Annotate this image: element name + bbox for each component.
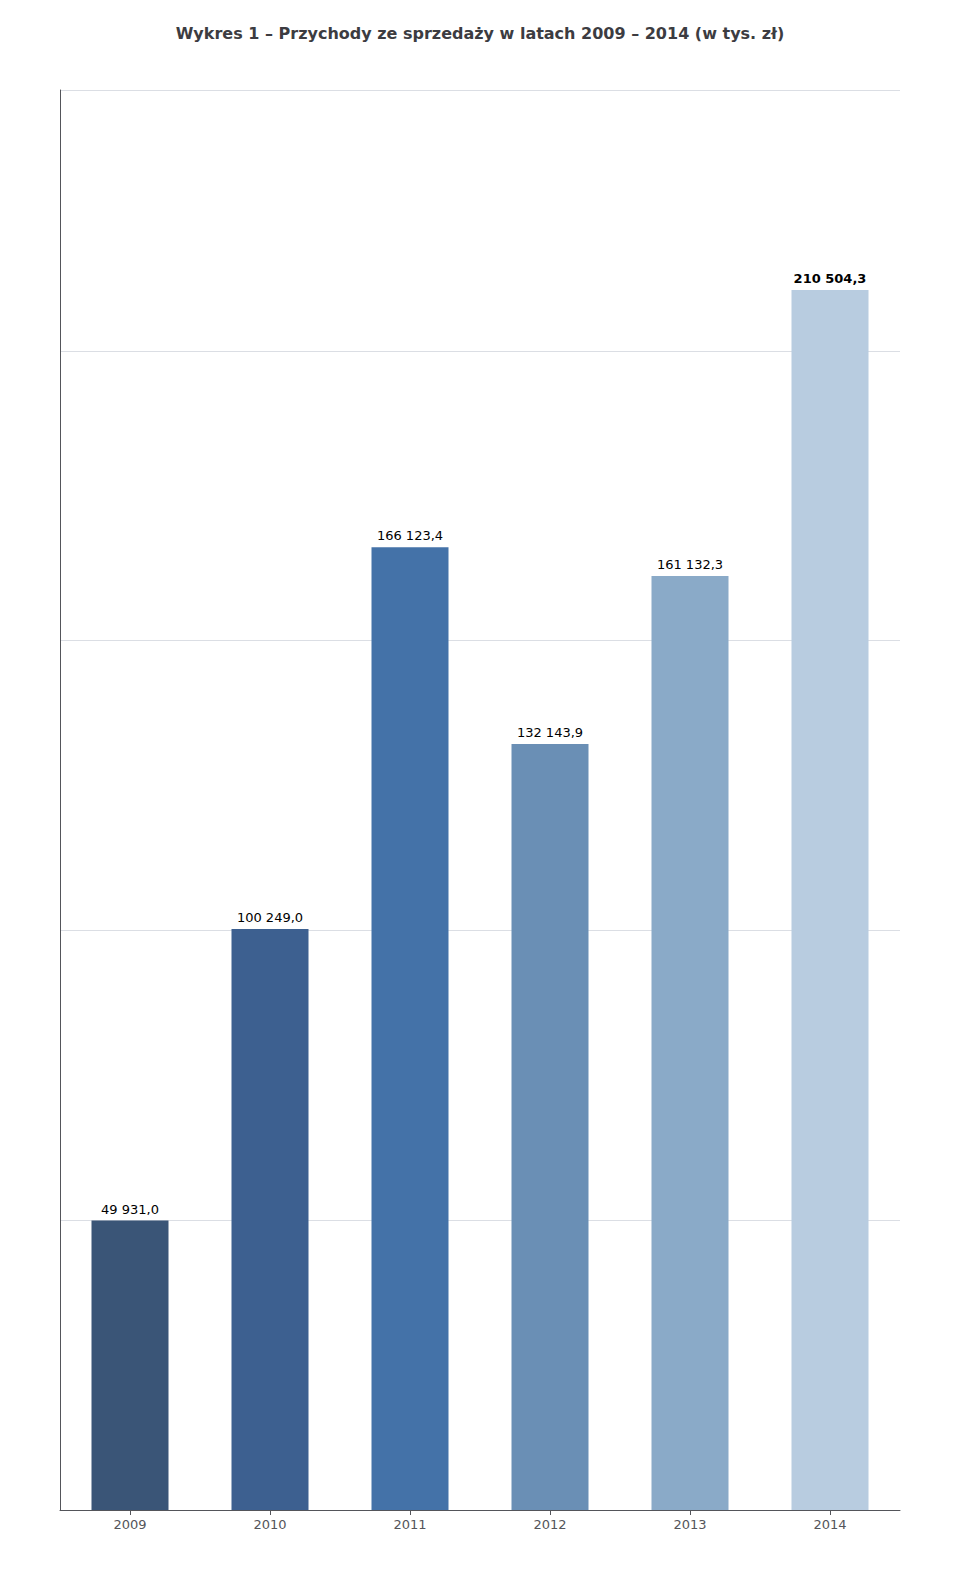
svg-text:161 132,3: 161 132,3 — [657, 557, 723, 572]
svg-text:2014: 2014 — [813, 1517, 846, 1532]
svg-text:2009: 2009 — [113, 1517, 146, 1532]
svg-text:100 249,0: 100 249,0 — [237, 910, 303, 925]
svg-text:166 123,4: 166 123,4 — [377, 528, 443, 543]
svg-text:Wykres 1 – Przychody ze sprzed: Wykres 1 – Przychody ze sprzedaży w lata… — [176, 24, 785, 43]
svg-text:2013: 2013 — [673, 1517, 706, 1532]
svg-text:2011: 2011 — [393, 1517, 426, 1532]
svg-text:2012: 2012 — [533, 1517, 566, 1532]
svg-text:210 504,3: 210 504,3 — [794, 271, 867, 286]
svg-text:132 143,9: 132 143,9 — [517, 725, 583, 740]
svg-text:2010: 2010 — [253, 1517, 286, 1532]
svg-text:49 931,0: 49 931,0 — [101, 1202, 159, 1217]
